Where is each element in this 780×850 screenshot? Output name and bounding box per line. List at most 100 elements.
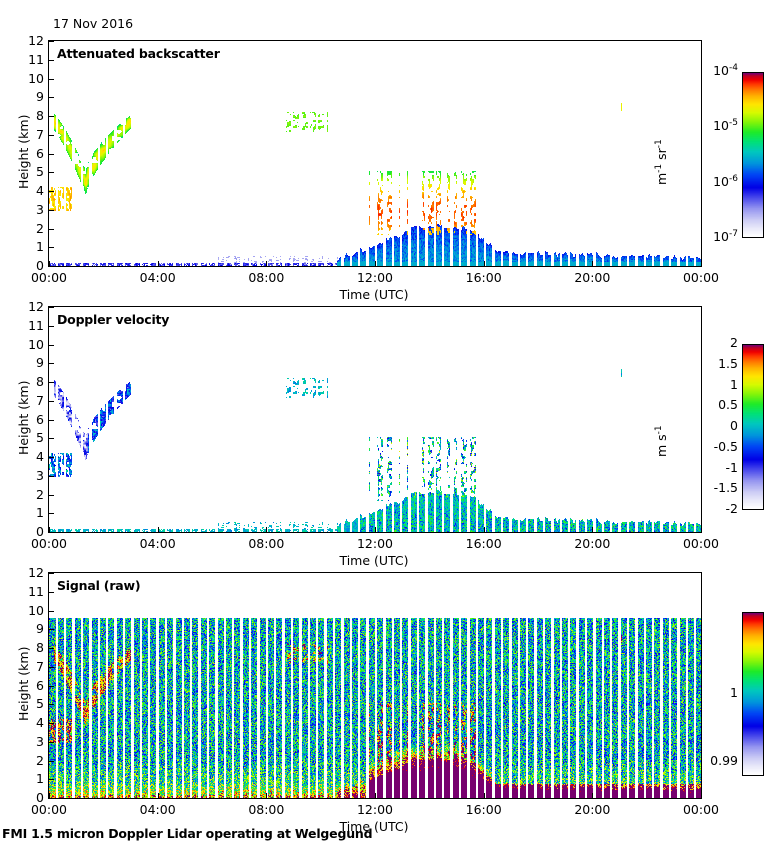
colorbar-gradient-signal-raw <box>743 613 763 775</box>
y-tickmark <box>49 476 54 477</box>
colorbar-tick-label: 0.99 <box>710 753 738 769</box>
y-tickmark <box>49 761 54 762</box>
y-tick-label: 5 <box>36 164 44 180</box>
colorbar-tick-label: 10-5 <box>713 118 738 134</box>
y-tickmark <box>49 172 54 173</box>
x-tickmark <box>701 793 702 798</box>
y-tick-label: 7 <box>36 658 44 674</box>
x-tick-label: 00:00 <box>682 536 720 551</box>
y-tickmark <box>49 41 54 42</box>
colorbar-tick-label: 10-7 <box>713 229 738 245</box>
data-canvas-signal-raw <box>49 573 701 798</box>
x-tick-label: 12:00 <box>356 536 394 551</box>
x-tickmark <box>266 793 267 798</box>
y-tickmark <box>49 135 54 136</box>
x-tickmark <box>484 261 485 266</box>
data-canvas-doppler-velocity <box>49 307 701 532</box>
panel-title-attenuated-backscatter: Attenuated backscatter <box>57 46 220 61</box>
colorbar-tick-label: -2 <box>725 501 738 516</box>
y-tickmark <box>49 154 54 155</box>
x-tickmark <box>266 261 267 266</box>
x-tickmark <box>375 527 376 532</box>
x-tick-label: 16:00 <box>465 802 502 817</box>
y-tick-label: 2 <box>36 752 44 768</box>
colorbar-tick-label: 1.5 <box>718 355 738 371</box>
x-tick-label: 04:00 <box>139 536 176 551</box>
y-tickmark <box>49 420 54 421</box>
x-axis-label: Time (UTC) <box>339 287 409 302</box>
y-tick-label: 5 <box>36 430 44 446</box>
colorbar-gradient-doppler-velocity <box>743 345 763 509</box>
y-tickmark <box>49 438 54 439</box>
y-tickmark <box>49 210 54 211</box>
y-tick-label: 8 <box>36 374 44 389</box>
y-tickmark <box>49 229 54 230</box>
x-tickmark <box>701 527 702 532</box>
y-tick-label: 6 <box>36 677 44 693</box>
y-tick-label: 2 <box>36 486 44 502</box>
colorbar-tick-label: 1 <box>730 376 738 392</box>
colorbar-tick-label: 1 <box>730 685 738 700</box>
x-tickmark <box>375 793 376 798</box>
y-tick-label: 9 <box>36 621 44 637</box>
y-tick-label: 12 <box>28 565 44 580</box>
x-tickmark <box>592 261 593 266</box>
date-label: 17 Nov 2016 <box>53 16 134 31</box>
x-tickmark <box>49 527 50 532</box>
x-tickmark <box>484 793 485 798</box>
x-tick-label: 16:00 <box>465 270 502 285</box>
y-tick-label: 3 <box>36 733 44 749</box>
y-tick-label: 10 <box>28 70 44 86</box>
x-tickmark <box>49 261 50 266</box>
colorbar-tick-label: 2 <box>730 335 738 350</box>
y-tickmark <box>49 191 54 192</box>
y-tick-label: 4 <box>36 715 44 730</box>
x-tick-label: 00:00 <box>30 802 68 817</box>
x-tick-label: 00:00 <box>30 536 68 551</box>
x-tick-label: 12:00 <box>356 802 394 817</box>
y-tickmark <box>49 363 54 364</box>
y-tick-label: 10 <box>28 336 44 352</box>
y-tick-label: 11 <box>28 583 44 599</box>
figure-footer: FMI 1.5 micron Doppler Lidar operating a… <box>2 826 373 841</box>
y-tickmark <box>49 686 54 687</box>
colorbar-gradient-attenuated-backscatter <box>743 73 763 237</box>
y-tickmark <box>49 79 54 80</box>
y-tick-label: 2 <box>36 220 44 236</box>
x-tickmark <box>701 261 702 266</box>
x-tick-label: 12:00 <box>356 270 394 285</box>
y-tickmark <box>49 648 54 649</box>
plot-area-doppler-velocity <box>48 306 702 533</box>
colorbar-doppler-velocity <box>742 344 764 510</box>
colorbar-tick-label: 0.5 <box>718 397 738 413</box>
x-axis-label: Time (UTC) <box>339 819 409 834</box>
x-tick-label: 00:00 <box>30 270 68 285</box>
panel-title-doppler-velocity: Doppler velocity <box>57 312 170 327</box>
y-tick-label: 12 <box>28 33 44 48</box>
colorbar-tick-label: -1 <box>725 459 738 475</box>
colorbar-tick-label: 0 <box>730 418 738 433</box>
y-tick-label: 6 <box>36 145 44 161</box>
x-tickmark <box>375 261 376 266</box>
x-tickmark <box>49 793 50 798</box>
y-tick-label: 1 <box>36 239 44 255</box>
y-tickmark <box>49 513 54 514</box>
y-tick-label: 6 <box>36 411 44 427</box>
y-tickmark <box>49 611 54 612</box>
y-tick-label: 1 <box>36 771 44 787</box>
y-tickmark <box>49 457 54 458</box>
y-tick-label: 7 <box>36 392 44 408</box>
x-axis-label: Time (UTC) <box>339 553 409 568</box>
y-tickmark <box>49 247 54 248</box>
colorbar-tick-label: 10-6 <box>713 173 738 189</box>
y-tickmark <box>49 382 54 383</box>
y-tick-label: 0 <box>36 790 44 805</box>
colorbar-attenuated-backscatter <box>742 72 764 238</box>
y-tick-label: 4 <box>36 449 44 464</box>
y-tick-label: 0 <box>36 258 44 273</box>
y-tickmark <box>49 742 54 743</box>
y-tickmark <box>49 592 54 593</box>
x-tick-label: 20:00 <box>574 802 611 817</box>
